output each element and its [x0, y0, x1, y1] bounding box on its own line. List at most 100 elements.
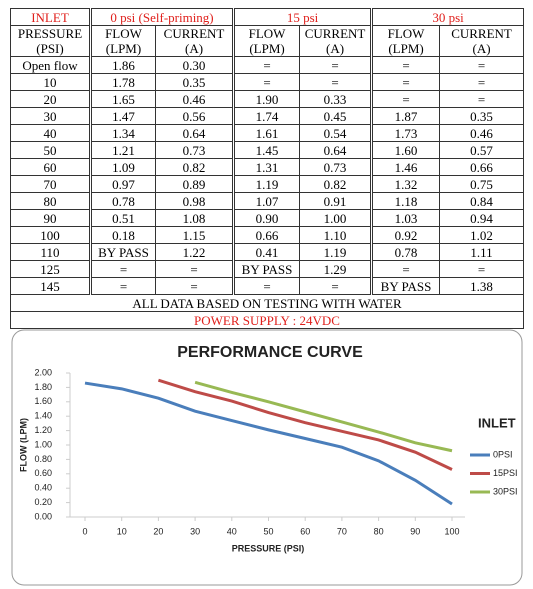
- cell: 1.29: [299, 260, 374, 278]
- x-tick-label: 10: [117, 526, 127, 536]
- cell: 1.90: [233, 90, 301, 108]
- cell: 0.78: [90, 192, 156, 210]
- cell: =: [439, 56, 525, 74]
- x-tick-label: 20: [153, 526, 163, 536]
- cell: 1.09: [90, 158, 156, 176]
- cell: 0.51: [90, 209, 156, 227]
- y-tick-label: 0.60: [34, 468, 52, 478]
- y-tick-label: 1.40: [34, 411, 52, 421]
- data-row: Open flow 1.86 0.30 = = = =: [10, 56, 525, 74]
- cell: 1.21: [90, 141, 156, 159]
- cell: 1.18: [371, 192, 441, 210]
- cell: =: [371, 90, 441, 108]
- footer-note: POWER SUPPLY : 24VDC: [9, 311, 525, 329]
- column-header: PRESSURE (PSI): [10, 25, 92, 57]
- data-row: 70 0.97 0.89 1.19 0.82 1.32 0.75: [10, 175, 525, 193]
- legend-label: 0PSI: [493, 449, 513, 459]
- data-row: 30 1.47 0.56 1.74 0.45 1.87 0.35: [10, 107, 525, 125]
- cell: 1.11: [439, 243, 525, 261]
- cell: =: [233, 56, 301, 74]
- x-tick-label: 80: [374, 526, 384, 536]
- header-line: (A): [184, 41, 204, 56]
- data-row: 20 1.65 0.46 1.90 0.33 = =: [10, 90, 525, 108]
- cell: 1.47: [90, 107, 156, 125]
- cell: 1.10: [299, 226, 374, 244]
- cell: 1.87: [371, 107, 441, 125]
- group-header: 30 psi: [371, 8, 525, 26]
- cell: 1.65: [90, 90, 156, 108]
- cell: 0.46: [439, 124, 525, 142]
- data-row: 90 0.51 1.08 0.90 1.00 1.03 0.94: [10, 209, 525, 227]
- cell: 0.35: [154, 73, 236, 91]
- cell: 0.33: [299, 90, 374, 108]
- cell: =: [90, 260, 156, 278]
- y-axis-label: FLOW (LPM): [18, 418, 28, 472]
- header-line: (A): [326, 41, 345, 56]
- cell: 1.32: [371, 175, 441, 193]
- x-tick-label: 50: [263, 526, 273, 536]
- cell: 20: [10, 90, 92, 108]
- footer-row: ALL DATA BASED ON TESTING WITH WATER: [9, 294, 525, 312]
- cell: 110: [10, 243, 92, 261]
- cell: =: [371, 260, 441, 278]
- cell: 0.73: [154, 141, 236, 159]
- cell: 1.60: [371, 141, 441, 159]
- cell: =: [299, 73, 374, 91]
- cell: 0.54: [299, 124, 374, 142]
- x-tick-label: 70: [337, 526, 347, 536]
- legend-label: 30PSI: [493, 486, 518, 496]
- cell: 0.98: [154, 192, 236, 210]
- cell: 50: [10, 141, 92, 159]
- data-row: 10 1.78 0.35 = = = =: [10, 73, 525, 91]
- cell: 1.03: [371, 209, 441, 227]
- cell: 100: [10, 226, 92, 244]
- header-line: CURRENT: [163, 26, 225, 42]
- cell: 0.97: [90, 175, 156, 193]
- cell: 0.66: [439, 158, 525, 176]
- header-line: (LPM): [388, 41, 424, 56]
- column-header: FLOW (LPM): [233, 25, 301, 57]
- cell: 30: [10, 107, 92, 125]
- header-line: CURRENT: [451, 26, 512, 42]
- x-tick-label: 90: [410, 526, 420, 536]
- header-line: CURRENT: [304, 26, 366, 42]
- cell: =: [233, 73, 301, 91]
- header-line: PRESSURE: [17, 26, 83, 42]
- cell: 1.86: [90, 56, 156, 74]
- cell: 0.75: [439, 175, 525, 193]
- cell: 1.74: [233, 107, 301, 125]
- x-tick-label: 40: [227, 526, 237, 536]
- cell: 0.64: [299, 141, 374, 159]
- cell: 1.08: [154, 209, 236, 227]
- x-axis-label: PRESSURE (PSI): [232, 543, 305, 553]
- cell: 125: [10, 260, 92, 278]
- spec-table: INLET 0 psi (Self-priming) 15 psi 30 psi PRE…: [9, 8, 525, 329]
- footer-note: ALL DATA BASED ON TESTING WITH WATER: [9, 294, 525, 312]
- cell: 0.84: [439, 192, 525, 210]
- y-tick-label: 2.00: [34, 367, 52, 377]
- cell: Open flow: [10, 56, 92, 74]
- cell: 0.41: [233, 243, 301, 261]
- x-tick-label: 0: [82, 526, 87, 536]
- cell: 1.45: [233, 141, 301, 159]
- header-row: INLET 0 psi (Self-priming) 15 psi 30 psi: [10, 8, 525, 26]
- header-row: PRESSURE (PSI) FLOW (LPM) CURRENT (A) FLOW (LPM…: [10, 25, 525, 57]
- chart: PERFORMANCE CURVE PRESSURE (PSI) FLOW (L…: [11, 329, 523, 586]
- x-tick-label: 100: [444, 526, 459, 536]
- header-line: FLOW: [387, 26, 425, 42]
- cell: 0.30: [154, 56, 236, 74]
- column-header: CURRENT (A): [299, 25, 374, 57]
- data-row: 145 = = = = BY PASS 1.38: [10, 277, 525, 295]
- x-tick-label: 30: [190, 526, 200, 536]
- cell: 0.66: [233, 226, 301, 244]
- chart-title: PERFORMANCE CURVE: [177, 344, 363, 361]
- cell: 145: [10, 277, 92, 295]
- cell: =: [371, 73, 441, 91]
- y-tick-label: 1.60: [34, 396, 52, 406]
- data-row: 50 1.21 0.73 1.45 0.64 1.60 0.57: [10, 141, 525, 159]
- cell: 1.78: [90, 73, 156, 91]
- header-line: FLOW: [105, 26, 142, 42]
- column-header: CURRENT (A): [154, 25, 236, 57]
- cell: 80: [10, 192, 92, 210]
- column-header: FLOW (LPM): [371, 25, 441, 57]
